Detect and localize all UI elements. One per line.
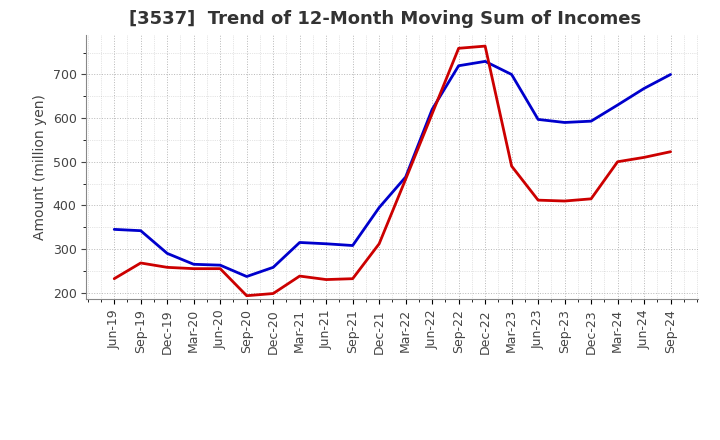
Line: Net Income: Net Income — [114, 46, 670, 296]
Net Income — [587, 196, 595, 202]
Ordinary Income — [640, 86, 649, 91]
Ordinary Income — [348, 243, 357, 248]
Net Income — [110, 276, 119, 281]
Ordinary Income — [375, 205, 384, 210]
Ordinary Income — [534, 117, 542, 122]
Net Income — [295, 273, 304, 279]
Net Income — [613, 159, 622, 165]
Net Income — [481, 44, 490, 49]
Net Income — [454, 46, 463, 51]
Ordinary Income — [189, 262, 198, 267]
Text: [3537]  Trend of 12-Month Moving Sum of Incomes: [3537] Trend of 12-Month Moving Sum of I… — [130, 10, 642, 28]
Net Income — [508, 164, 516, 169]
Net Income — [375, 241, 384, 246]
Ordinary Income — [666, 72, 675, 77]
Ordinary Income — [110, 227, 119, 232]
Ordinary Income — [428, 107, 436, 112]
Ordinary Income — [216, 263, 225, 268]
Net Income — [163, 265, 171, 270]
Net Income — [243, 293, 251, 298]
Y-axis label: Amount (million yen): Amount (million yen) — [33, 94, 47, 240]
Ordinary Income — [269, 265, 277, 270]
Ordinary Income — [481, 59, 490, 64]
Net Income — [189, 266, 198, 271]
Ordinary Income — [613, 103, 622, 108]
Net Income — [666, 149, 675, 154]
Ordinary Income — [401, 174, 410, 180]
Net Income — [534, 198, 542, 203]
Ordinary Income — [295, 240, 304, 245]
Ordinary Income — [322, 241, 330, 246]
Ordinary Income — [587, 118, 595, 124]
Net Income — [216, 266, 225, 271]
Ordinary Income — [136, 228, 145, 233]
Ordinary Income — [560, 120, 569, 125]
Net Income — [428, 111, 436, 117]
Net Income — [348, 276, 357, 281]
Net Income — [560, 198, 569, 204]
Net Income — [401, 176, 410, 182]
Ordinary Income — [454, 63, 463, 68]
Net Income — [269, 291, 277, 296]
Ordinary Income — [163, 251, 171, 256]
Net Income — [136, 260, 145, 266]
Line: Ordinary Income: Ordinary Income — [114, 62, 670, 276]
Ordinary Income — [508, 72, 516, 77]
Net Income — [322, 277, 330, 282]
Ordinary Income — [243, 274, 251, 279]
Net Income — [640, 155, 649, 160]
